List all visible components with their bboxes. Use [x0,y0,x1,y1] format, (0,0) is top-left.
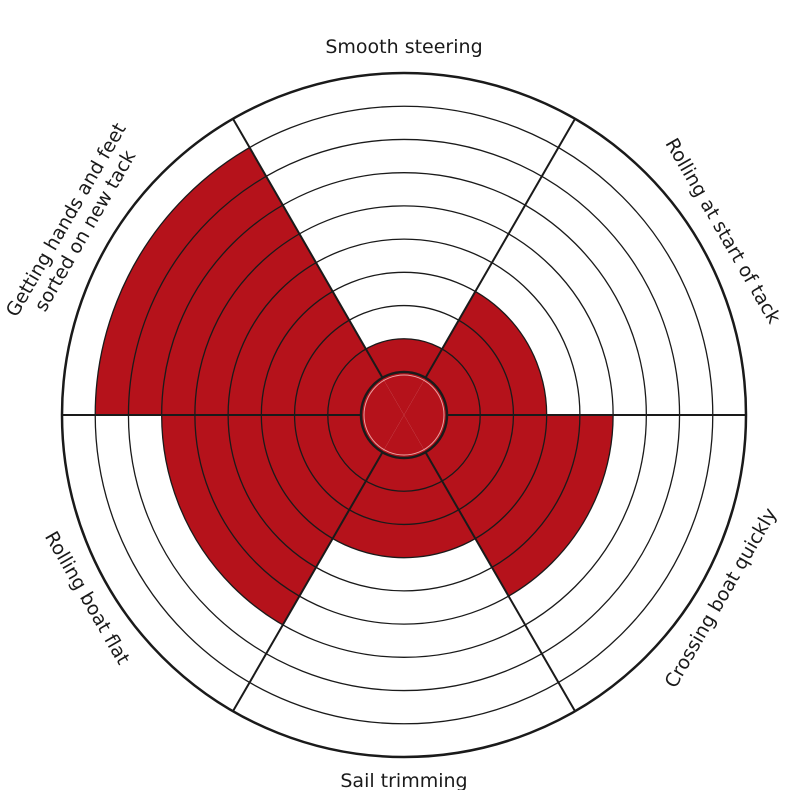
segment-label-line: Smooth steering [325,36,482,58]
segment-label-3: Crossing boat quickly [661,504,782,691]
spoke-2 [232,118,384,379]
segment-label-line: Rolling at start of tack [661,134,785,327]
segment-fill-4 [332,415,476,558]
segment-label-line: Sail trimming [340,770,467,790]
segment-label-line: Crossing boat quickly [661,504,782,691]
segment-fill-2 [404,291,547,415]
segment-label-4: Sail trimming [340,770,467,790]
hub-inner-ring [363,374,445,456]
segment-fill-3 [404,415,614,597]
spoke-lines [62,118,746,712]
segment-label-1: Smooth steering [325,36,482,58]
segment-fills [95,147,614,625]
spoke-3 [424,118,576,379]
segment-fill-6 [95,147,404,415]
spoke-5 [424,451,576,712]
segment-label-line: Getting hands and feet [2,119,131,320]
segment-label-2: Rolling at start of tack [661,134,785,327]
segment-fill-5 [161,415,404,625]
spoke-6 [232,451,384,712]
segment-fill-1 [365,338,443,415]
segment-label-line: Rolling boat flat [40,528,134,669]
segment-label-5: Rolling boat flat [40,528,134,669]
